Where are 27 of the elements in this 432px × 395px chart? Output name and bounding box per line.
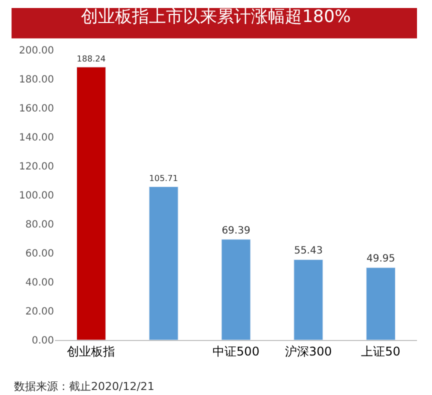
y-tick-label: 0.00: [32, 336, 54, 346]
data-label: 49.95: [366, 254, 396, 265]
bar: [366, 267, 396, 340]
x-tick-label: 中证500: [212, 344, 260, 358]
bar: [221, 239, 251, 340]
y-tick-label: 120.00: [19, 162, 54, 172]
data-label: 69.39: [222, 225, 250, 236]
x-tick-label: 沪深300: [284, 344, 332, 358]
data-label: 105.71: [149, 173, 178, 184]
y-tick-label: 40.00: [25, 278, 54, 288]
y-tick-label: 60.00: [25, 248, 54, 260]
y-tick-label: 200.00: [19, 46, 54, 56]
x-tick-label: 创业板指: [67, 344, 116, 358]
chart-title: 创业板指上市以来累计涨幅超180%: [81, 6, 351, 27]
x-tick-label: 上证50: [361, 344, 400, 358]
source-note: 数据来源：截止2020/12/21: [14, 380, 154, 393]
y-tick-label: 140.00: [19, 132, 54, 144]
y-tick-label: 80.00: [25, 220, 54, 230]
data-label: 188.24: [76, 54, 106, 64]
y-tick-label: 20.00: [25, 306, 54, 318]
bar: [76, 66, 106, 340]
bar: [148, 186, 178, 340]
y-tick-label: 100.00: [19, 190, 54, 202]
bar: [294, 259, 324, 340]
y-tick-label: 160.00: [19, 104, 54, 114]
data-label: 55.43: [294, 246, 323, 257]
y-tick-label: 180.00: [19, 74, 54, 86]
